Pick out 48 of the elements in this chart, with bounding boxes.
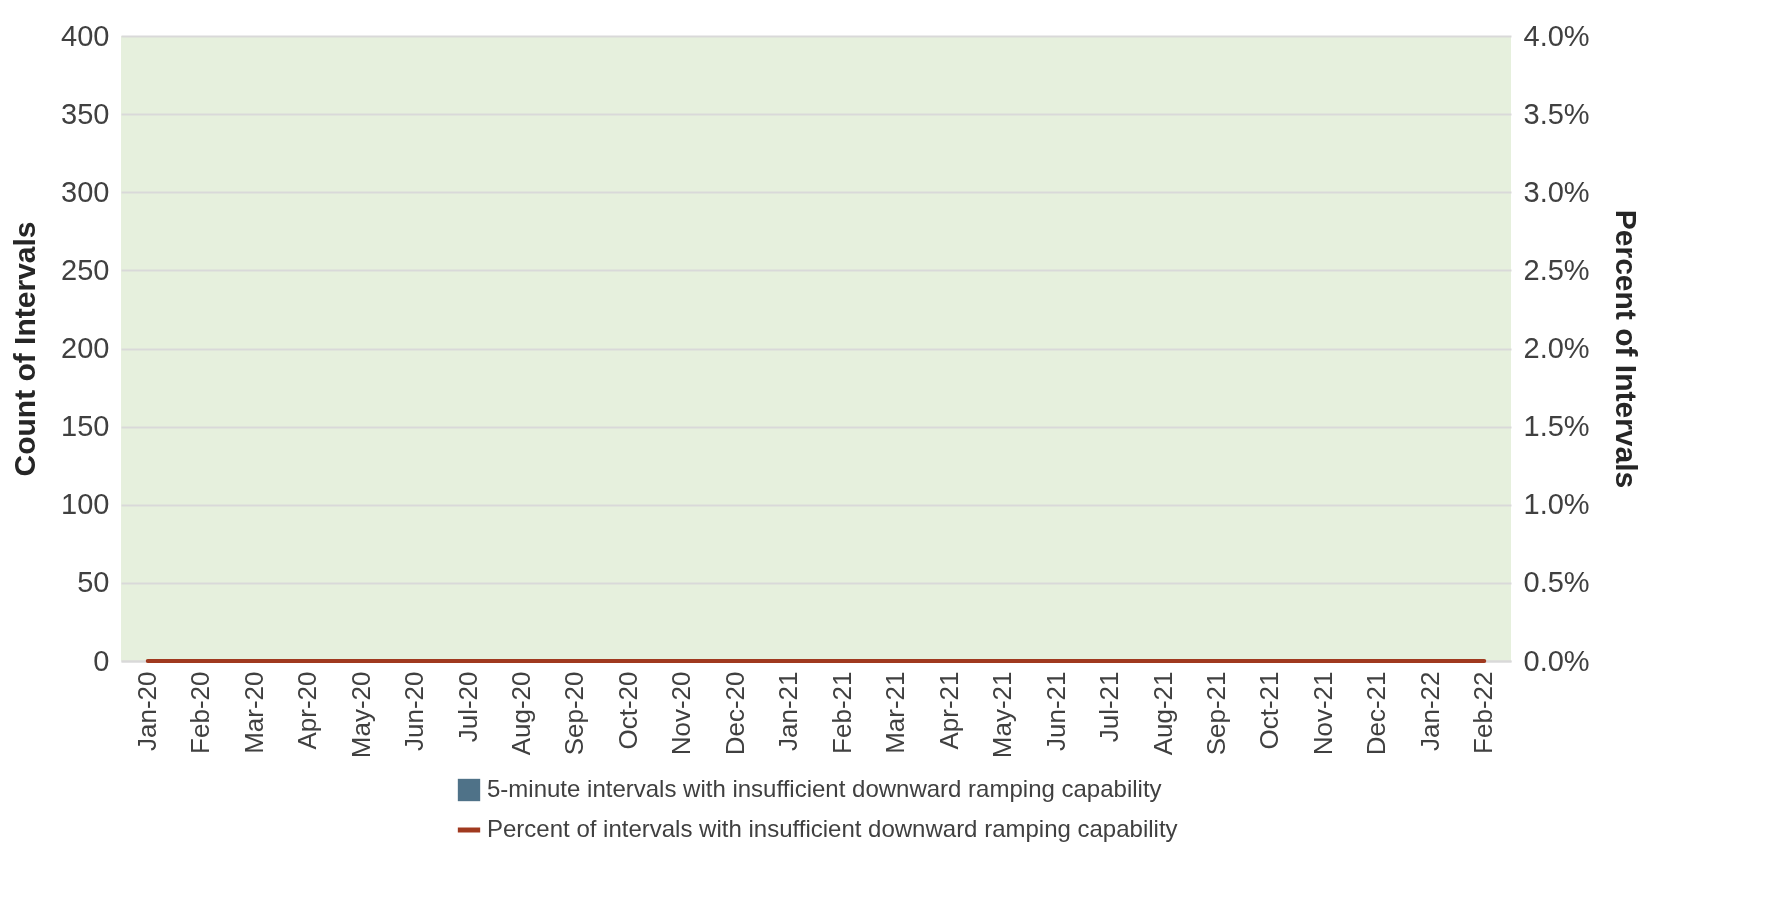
y2-axis-title: Percent of Intervals [1609,209,1643,489]
y2-tick-label: 0.5% [1523,566,1590,599]
x-tick-label: Nov-20 [666,671,697,756]
x-tick-label: Oct-20 [612,671,643,750]
x-tick-label: Sep-21 [1200,671,1231,756]
x-tick-label: Aug-21 [1147,671,1178,756]
y-tick-label: 250 [61,253,110,286]
y2-tick-label: 0.0% [1523,644,1590,677]
y2-tick-label: 2.0% [1523,332,1590,364]
x-tick-label: Jan-20 [131,671,162,751]
x-tick-label: Mar-20 [238,671,269,754]
y-axis-title: Count of Intervals [8,221,42,477]
y2-tick-label: 3.0% [1523,175,1590,208]
x-tick-label: Feb-21 [826,671,857,754]
y-tick-label: 0 [93,644,110,677]
x-tick-label: Oct-21 [1254,671,1285,750]
y2-tick-label: 1.5% [1523,410,1590,443]
legend-label: Percent of intervals with insufficient downward ramping capability [487,815,1178,842]
y-tick-label: 300 [61,175,110,208]
x-tick-label: Feb-20 [185,671,216,754]
x-tick-label: Jul-21 [1094,671,1125,743]
y-tick-label: 350 [61,97,110,130]
x-tick-label: Apr-20 [292,671,323,750]
x-tick-label: Aug-20 [505,671,536,756]
x-tick-label: Jul-20 [452,671,483,743]
y-tick-label: 50 [77,566,110,599]
x-tick-label: Dec-20 [719,671,750,756]
x-tick-label: May-21 [987,671,1018,759]
x-tick-label: Sep-20 [559,671,590,756]
x-tick-label: Mar-21 [880,671,911,754]
y2-tick-label: 3.5% [1523,97,1590,130]
y-tick-label: 150 [61,410,110,443]
legend-label: 5-minute intervals with insufficient downward ramping capability [487,775,1162,802]
y2-tick-label: 2.5% [1523,253,1590,286]
x-tick-label: Dec-21 [1361,671,1392,756]
y2-tick-label: 1.0% [1523,488,1590,521]
y-tick-label: 400 [61,19,110,52]
y2-tick-label: 4.0% [1523,19,1590,52]
x-tick-label: Jun-21 [1040,671,1071,751]
x-tick-label: Jan-21 [773,671,804,751]
x-tick-label: Jan-22 [1414,671,1445,751]
x-tick-label: Jun-20 [399,671,430,751]
y-tick-label: 100 [61,488,110,521]
y-tick-label: 200 [61,332,110,364]
x-tick-label: Apr-21 [933,671,964,750]
x-tick-label: Feb-22 [1468,671,1499,754]
x-tick-label: May-20 [345,671,376,759]
x-tick-label: Nov-21 [1307,671,1338,756]
